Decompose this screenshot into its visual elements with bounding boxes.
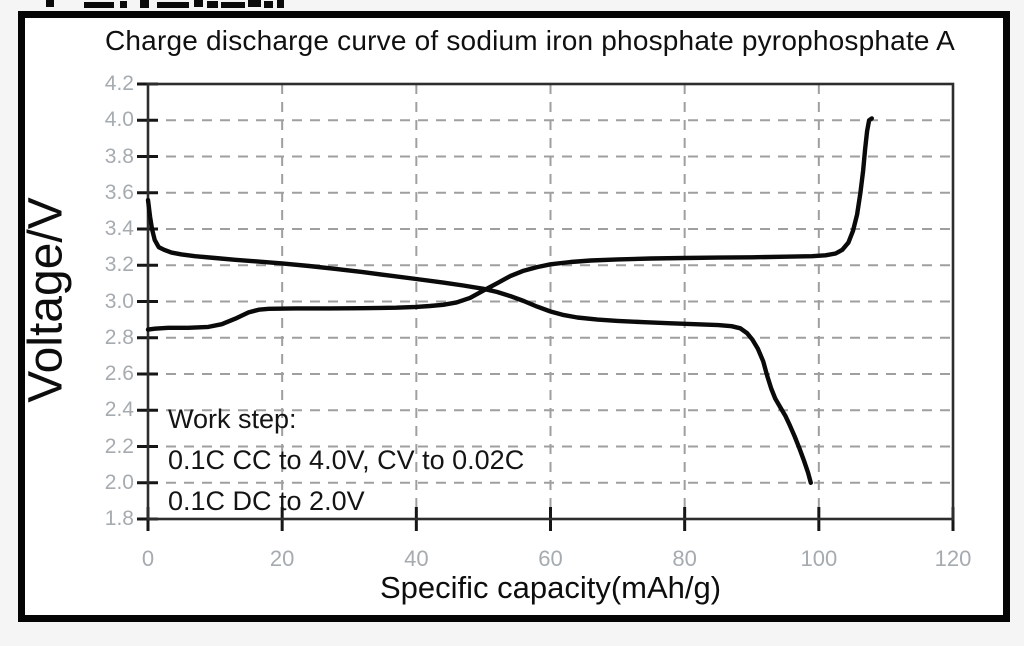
x-tick-label: 120 (934, 546, 972, 571)
cropped-text-artifact (221, 2, 245, 8)
plot-frame (146, 82, 955, 521)
y-tick-label: 2.6 (104, 362, 134, 385)
cropped-text-artifact (140, 0, 149, 8)
y-tick-label: 2.2 (104, 434, 134, 458)
y-tick-label: 2.8 (104, 325, 134, 349)
discharge-curve (145, 197, 813, 485)
x-tick-label: 60 (538, 546, 563, 571)
cropped-text-artifact (157, 2, 189, 8)
y-axis-title: Voltage/V (19, 197, 73, 403)
x-tick-label: 100 (800, 546, 838, 571)
cropped-text-artifact (46, 0, 54, 7)
y-tick-label: 3.0 (104, 289, 134, 313)
plot-area (137, 82, 955, 531)
y-tick-label: 4.2 (104, 72, 134, 95)
cropped-text-artifact (277, 0, 284, 8)
work-step-line-3: 0.1C DC to 2.0V (168, 486, 365, 516)
x-axis-title: Specific capacity(mAh/g) (379, 570, 722, 605)
x-tick-label: 0 (141, 546, 155, 571)
y-tick-label: 4.0 (104, 108, 134, 132)
y-tick-label: 3.6 (104, 180, 134, 204)
cropped-text-artifact (120, 1, 127, 8)
x-tick-label: 80 (672, 546, 697, 571)
work-step-line-2: 0.1C CC to 4.0V, CV to 0.02C (168, 445, 525, 475)
work-step-annotation: Work step: 0.1C CC to 4.0V, CV to 0.02C … (168, 399, 524, 522)
x-tick-label: 40 (404, 546, 429, 571)
y-tick-label: 1.8 (104, 507, 134, 530)
work-step-line-1: Work step: (168, 404, 297, 434)
y-tick-label: 2.4 (104, 398, 134, 422)
cropped-text-artifact (248, 0, 261, 7)
y-tick-label: 2.0 (104, 470, 134, 494)
y-tick-label: 3.8 (104, 144, 134, 168)
cropped-text-artifact (264, 1, 273, 8)
y-tick-label: 3.2 (104, 253, 134, 277)
cropped-text-artifact (207, 1, 218, 8)
cropped-text-artifact (84, 2, 114, 8)
cropped-text-artifact (194, 0, 203, 7)
x-tick-label: 20 (269, 546, 295, 571)
chart-title: Charge discharge curve of sodium iron ph… (104, 25, 956, 56)
charge-curve (145, 116, 874, 332)
y-tick-label: 3.4 (104, 217, 134, 240)
